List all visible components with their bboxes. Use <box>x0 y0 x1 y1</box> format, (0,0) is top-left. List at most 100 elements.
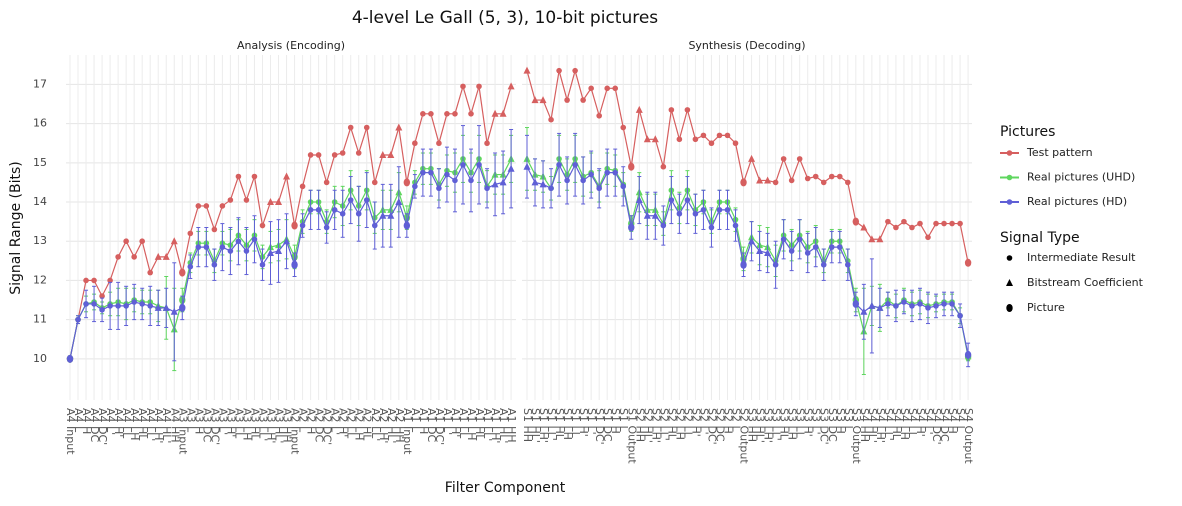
x-tick-label: S1 DC' <box>593 408 606 445</box>
data-point <box>628 223 635 232</box>
data-point <box>444 171 450 178</box>
x-tick-label: S2 LL' <box>657 408 670 441</box>
data-point <box>476 161 482 168</box>
data-point <box>635 105 643 113</box>
facet-title: Synthesis (Decoding) <box>688 39 805 52</box>
data-point <box>893 224 899 231</box>
x-tick-label: A3 L <box>184 408 197 433</box>
x-tick-label: S1 LH' <box>537 408 550 443</box>
x-tick-label: S4 LH' <box>874 408 887 443</box>
data-point <box>395 123 403 131</box>
data-point <box>868 235 876 243</box>
data-point <box>379 211 387 219</box>
data-point <box>91 301 97 307</box>
series-line <box>69 163 512 359</box>
data-point <box>804 175 811 182</box>
data-point <box>917 220 923 227</box>
data-point <box>539 180 547 188</box>
x-tick-label: A4 L <box>72 408 85 433</box>
data-point <box>684 197 691 203</box>
x-tick-label: S3 HL' <box>754 408 767 443</box>
x-tick-label: A2 HL <box>361 408 374 441</box>
data-point <box>355 150 362 156</box>
data-point <box>716 132 723 139</box>
data-point <box>267 248 274 256</box>
x-tick-label: S2 LL <box>681 408 694 439</box>
data-point <box>331 207 338 213</box>
data-point <box>66 354 74 363</box>
data-point <box>283 172 291 180</box>
data-point <box>764 248 772 256</box>
x-tick-label: A1 LH <box>465 408 478 440</box>
data-point <box>957 312 963 319</box>
data-point <box>99 307 105 313</box>
x-tick-label: A4 DC <box>88 408 101 442</box>
x-tick-label: S3 L' <box>810 408 823 435</box>
data-point <box>531 96 539 104</box>
data-point <box>748 237 756 245</box>
data-point <box>772 261 779 268</box>
x-tick-label: S2 Output <box>738 408 751 464</box>
data-point <box>933 303 939 309</box>
data-point <box>420 169 426 176</box>
legend-label: Real pictures (UHD) <box>1027 171 1135 184</box>
x-tick-label: S3 LL' <box>770 408 783 441</box>
data-point <box>925 305 931 311</box>
x-tick-label: A1 Input <box>401 408 414 455</box>
x-tick-label: S1 H <box>609 408 622 434</box>
data-point <box>885 218 891 225</box>
legend-marker <box>1006 304 1013 312</box>
x-axis-title: Filter Component <box>445 480 566 496</box>
data-point <box>917 301 923 307</box>
data-point <box>556 161 562 168</box>
legend-marker <box>1006 150 1013 156</box>
data-point <box>780 236 787 243</box>
data-point <box>412 140 418 147</box>
data-point <box>203 203 210 209</box>
data-point <box>901 218 907 225</box>
data-point <box>460 161 466 168</box>
data-point <box>548 185 554 192</box>
data-point <box>331 152 338 158</box>
data-point <box>796 156 803 162</box>
data-point <box>203 244 210 250</box>
data-point <box>131 254 137 260</box>
x-tick-label: S4 H' <box>914 408 927 437</box>
x-tick-label: A2 H' <box>337 408 350 437</box>
data-point <box>460 83 466 90</box>
x-tick-label: A1 H' <box>449 408 462 437</box>
data-point <box>604 169 610 176</box>
data-point <box>147 303 153 309</box>
data-point <box>347 197 354 203</box>
x-tick-label: S1 LL' <box>545 408 558 441</box>
x-tick-label: S2 H <box>722 408 735 434</box>
data-point <box>507 82 515 90</box>
data-point <box>676 136 683 143</box>
data-point <box>828 244 835 250</box>
data-point <box>724 132 731 139</box>
data-point <box>259 261 266 268</box>
x-tick-label: S1 Output <box>625 408 638 464</box>
x-tick-label: A4 LL' <box>144 408 157 441</box>
legend-marker <box>1006 255 1013 261</box>
data-point <box>572 67 578 74</box>
x-tick-label: S4 HL' <box>866 408 879 443</box>
x-tick-label: S2 HH <box>633 408 646 442</box>
x-tick-label: A4 DC' <box>96 408 109 445</box>
legend-marker <box>1006 174 1013 181</box>
x-tick-label: S4 L <box>954 408 967 432</box>
x-tick-label: S4 LL' <box>882 408 895 441</box>
legend-marker <box>1006 199 1013 205</box>
legend-label: Real pictures (HD) <box>1027 195 1127 208</box>
data-point <box>852 299 860 308</box>
x-tick-label: S2 HL' <box>641 408 654 443</box>
data-point <box>131 299 137 305</box>
y-tick-label: 15 <box>33 156 47 169</box>
data-point <box>756 176 764 184</box>
x-tick-label: A1 HL <box>473 408 486 441</box>
x-tick-label: A1 HH <box>505 408 518 443</box>
data-point <box>371 222 378 229</box>
data-point <box>275 198 283 206</box>
facet-title: Analysis (Encoding) <box>237 39 345 52</box>
data-point <box>700 207 707 213</box>
